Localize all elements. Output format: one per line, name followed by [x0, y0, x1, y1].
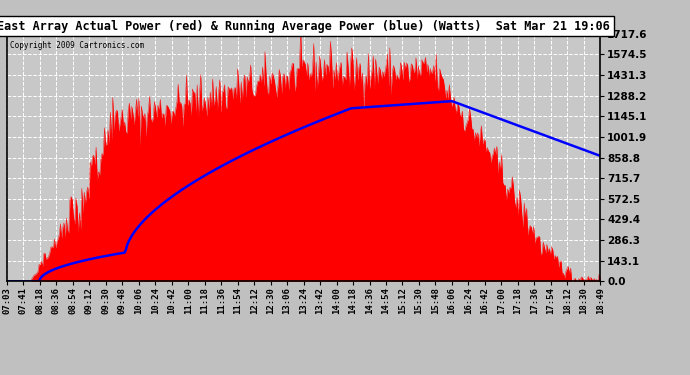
Title: East Array Actual Power (red) & Running Average Power (blue) (Watts)  Sat Mar 21: East Array Actual Power (red) & Running …	[0, 20, 610, 33]
Text: Copyright 2009 Cartronics.com: Copyright 2009 Cartronics.com	[10, 41, 144, 50]
